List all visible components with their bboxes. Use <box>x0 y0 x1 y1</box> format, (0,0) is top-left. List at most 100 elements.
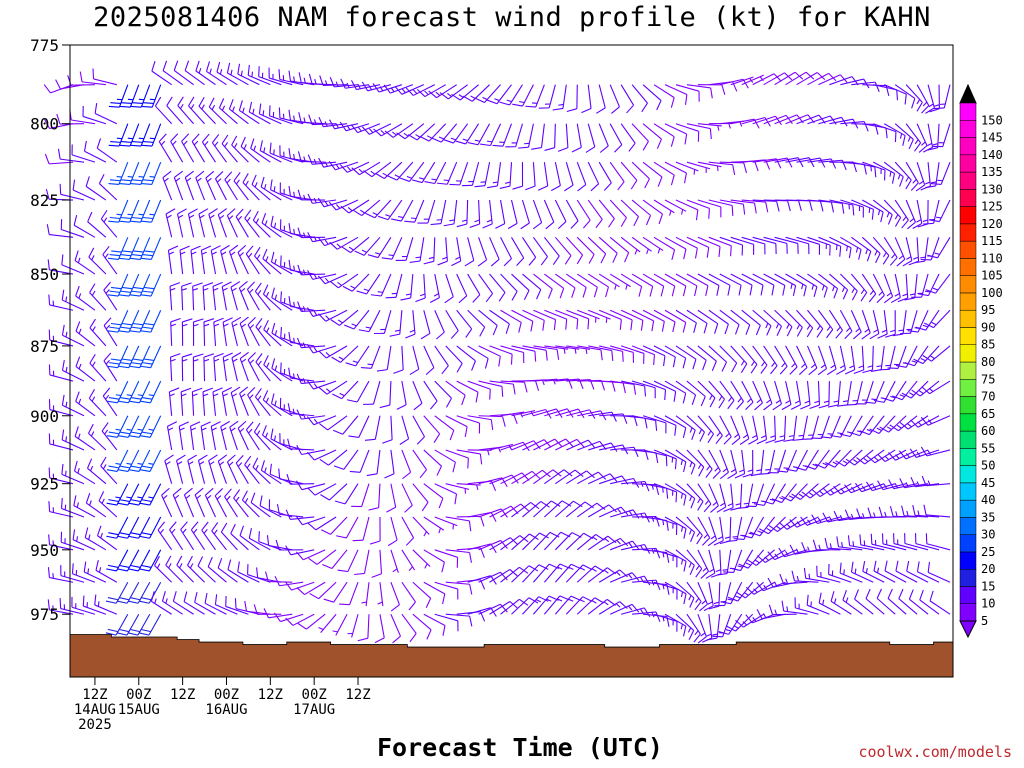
wind-barb <box>107 345 129 369</box>
credit-link[interactable]: coolwx.com/models <box>858 743 1012 761</box>
wind-barb <box>401 581 416 611</box>
wind-barb <box>318 309 348 322</box>
wind-barb <box>778 547 808 558</box>
wind-barb <box>276 504 304 518</box>
wind-barb <box>873 161 896 184</box>
wind-barb <box>686 516 703 545</box>
wind-barb <box>653 613 678 632</box>
wind-barb <box>752 345 768 374</box>
wind-barb <box>920 237 940 261</box>
wind-barb <box>322 549 348 569</box>
wind-barb <box>169 282 180 311</box>
wind-barb <box>828 309 843 339</box>
wind-barb <box>61 463 85 485</box>
wind-barb <box>342 273 370 292</box>
wind-barb <box>424 161 447 185</box>
colorbar-label: 30 <box>981 528 995 542</box>
wind-barb <box>632 483 660 496</box>
wind-barb <box>686 236 710 258</box>
wind-barb <box>828 563 852 583</box>
wind-barb <box>255 318 271 347</box>
wind-barb <box>207 556 227 583</box>
wind-barb <box>785 71 815 86</box>
wind-barb <box>741 516 765 539</box>
wind-barb <box>82 595 107 615</box>
wind-barb <box>169 521 184 551</box>
wind-barb <box>930 161 951 186</box>
wind-barb <box>191 133 206 163</box>
wind-barb <box>478 571 508 583</box>
wind-barb <box>247 352 260 382</box>
wind-barb <box>554 595 581 615</box>
wind-barb <box>244 455 260 485</box>
wind-barb <box>208 454 218 484</box>
wind-barb <box>239 525 260 551</box>
wind-barb <box>296 337 326 349</box>
wind-barb <box>467 309 486 337</box>
wind-barb <box>887 588 907 615</box>
wind-barb <box>865 588 885 615</box>
wind-barb <box>844 483 874 494</box>
wind-barb <box>237 561 260 583</box>
wind-barb <box>763 236 788 254</box>
colorbar-label: 10 <box>981 597 995 611</box>
wind-barb <box>216 61 238 86</box>
wind-barb <box>507 199 518 230</box>
wind-barb <box>791 483 819 500</box>
wind-barb <box>235 208 249 238</box>
wind-barb <box>763 273 786 296</box>
wind-barb <box>554 563 581 583</box>
colorbar-swatch <box>959 361 977 380</box>
wind-barb <box>620 309 644 331</box>
wind-barb <box>577 309 600 323</box>
wind-barb <box>98 491 118 518</box>
wind-barb <box>212 281 223 311</box>
wind-barb <box>697 415 714 444</box>
wind-barb <box>888 449 918 461</box>
wind-barb <box>75 356 96 382</box>
wind-barb <box>138 581 162 604</box>
wind-barb <box>106 415 129 438</box>
wind-barb <box>242 173 260 201</box>
wind-barb <box>297 613 326 630</box>
wind-barb <box>927 237 951 259</box>
wind-barb <box>921 475 951 487</box>
wind-barb <box>489 237 500 267</box>
wind-barb <box>518 123 534 149</box>
wind-barb <box>339 582 359 606</box>
wind-barb <box>238 100 260 125</box>
wind-barb <box>401 516 415 546</box>
wind-barb <box>128 549 151 572</box>
wind-barb <box>339 161 370 173</box>
wind-barb <box>368 483 381 511</box>
wind-barb <box>47 567 74 583</box>
wind-barb <box>288 223 315 238</box>
wind-barb <box>908 237 920 266</box>
wind-barb <box>730 345 748 373</box>
wind-barb <box>632 579 661 591</box>
wind-barb <box>204 487 217 518</box>
wind-barb <box>902 237 913 267</box>
wind-barb <box>317 197 348 208</box>
wind-barb <box>806 594 830 615</box>
wind-barb <box>130 123 151 147</box>
wind-barb <box>873 560 896 583</box>
wind-barb <box>833 483 863 495</box>
wind-barb <box>675 199 699 221</box>
wind-barb <box>108 84 129 108</box>
wind-barb <box>369 516 381 545</box>
wind-barb <box>436 161 458 185</box>
wind-barb <box>686 581 702 611</box>
colorbar-label: 145 <box>981 131 1003 145</box>
wind-barb <box>181 353 193 382</box>
wind-barb <box>423 345 435 376</box>
wind-barb <box>538 84 556 109</box>
wind-barb <box>881 533 907 551</box>
wind-barb <box>103 281 118 311</box>
wind-barb <box>317 273 348 285</box>
wind-barb <box>830 415 852 438</box>
wind-barb <box>456 273 468 304</box>
wind-barb <box>354 236 381 256</box>
wind-barb <box>478 309 498 336</box>
wind-barb <box>306 380 337 390</box>
